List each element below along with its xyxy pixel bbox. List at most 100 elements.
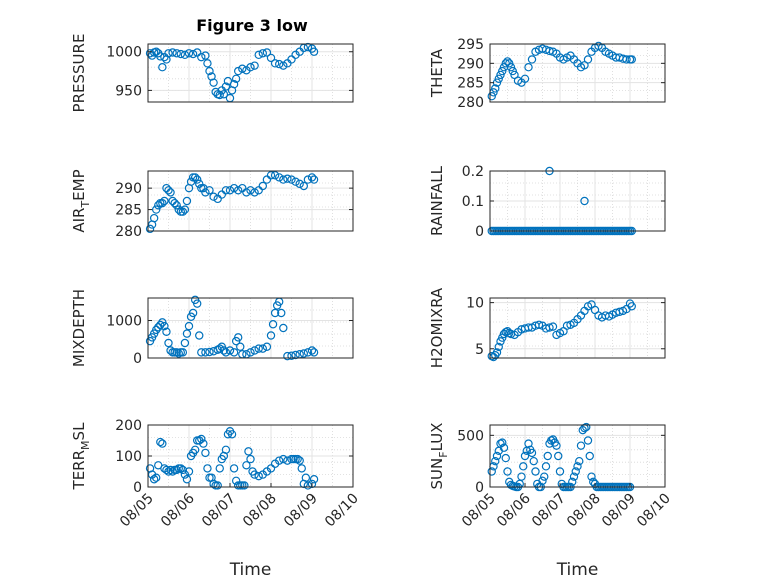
data-point xyxy=(501,59,510,68)
axes-frame xyxy=(147,43,354,103)
data-point xyxy=(270,308,280,318)
data-point xyxy=(158,62,167,72)
data-point xyxy=(531,467,540,476)
data-point xyxy=(266,53,276,63)
data-point xyxy=(244,447,253,456)
data-point xyxy=(172,49,181,58)
data-point xyxy=(227,430,237,439)
data-point xyxy=(555,467,565,476)
data-point xyxy=(254,344,263,353)
data-point xyxy=(182,196,192,206)
x-axis-label: Time xyxy=(229,560,272,580)
data-point xyxy=(221,82,231,91)
data-point xyxy=(213,481,222,490)
y-tick-label: 1000 xyxy=(106,314,142,330)
data-point xyxy=(301,473,311,482)
data-point xyxy=(299,349,308,358)
data-point xyxy=(307,346,317,355)
data-point xyxy=(160,321,169,331)
data-point xyxy=(585,451,594,461)
axes-frame xyxy=(147,297,354,359)
data-point xyxy=(242,188,251,197)
data-point xyxy=(205,347,214,357)
axes-frame xyxy=(489,297,666,359)
data-point xyxy=(149,213,159,223)
figure-title: Figure 3 low xyxy=(196,16,308,35)
data-point xyxy=(231,476,241,485)
data-point xyxy=(309,47,319,56)
data-point xyxy=(520,74,530,84)
data-point xyxy=(506,62,516,72)
data-point xyxy=(229,464,239,473)
data-point xyxy=(275,456,284,465)
data-point xyxy=(201,448,210,458)
x-axis-label: Time xyxy=(556,560,599,580)
data-point xyxy=(246,186,255,195)
data-point xyxy=(569,472,579,481)
data-point xyxy=(233,66,243,76)
y-axis-label-main: RAINFALL xyxy=(428,165,446,236)
data-point xyxy=(552,441,561,450)
y-tick-label: 295 xyxy=(457,37,484,53)
data-point xyxy=(164,49,173,58)
data-point xyxy=(219,90,229,99)
data-point xyxy=(275,173,284,182)
data-point xyxy=(145,224,155,234)
y-tick-label: 0.1 xyxy=(462,194,484,210)
data-point xyxy=(295,179,304,189)
y-tick-label: 5 xyxy=(475,342,484,358)
data-point xyxy=(517,472,526,481)
data-point xyxy=(154,323,163,332)
data-point xyxy=(205,66,214,76)
data-point xyxy=(215,90,224,100)
y-tick-label: 280 xyxy=(457,95,484,111)
data-point xyxy=(508,66,517,76)
data-point xyxy=(520,451,530,461)
data-point xyxy=(258,344,267,353)
data-point xyxy=(172,201,181,210)
data-point xyxy=(229,348,239,357)
data-point xyxy=(184,467,194,476)
y-tick-label: 1000 xyxy=(106,45,142,61)
data-point xyxy=(266,171,276,180)
subplot-1: 950 1000 PRESSURE xyxy=(70,34,354,113)
data-point xyxy=(279,61,288,70)
data-point xyxy=(164,338,173,348)
data-point xyxy=(545,46,554,56)
data-point xyxy=(246,348,255,357)
y-axis-label-main: SUN xyxy=(428,458,446,490)
data-point xyxy=(190,445,200,454)
data-point xyxy=(309,175,319,184)
data-point xyxy=(494,342,503,352)
y-tick-label: 0 xyxy=(133,480,142,496)
data-point xyxy=(548,322,558,331)
data-point xyxy=(309,475,319,484)
data-point xyxy=(215,344,224,353)
data-point xyxy=(242,461,251,470)
data-point xyxy=(233,333,243,342)
data-point xyxy=(270,59,280,68)
data-point xyxy=(178,348,188,357)
data-point xyxy=(221,186,231,195)
subplot-4: 0 0.1 0.2 RAINFALL xyxy=(428,164,666,240)
data-point xyxy=(519,462,528,471)
data-point xyxy=(145,49,155,58)
data-point xyxy=(541,462,551,471)
data-point xyxy=(503,467,512,476)
data-point xyxy=(180,205,190,214)
data-point xyxy=(164,467,173,476)
data-point xyxy=(492,451,502,461)
data-point xyxy=(184,49,194,58)
data-point xyxy=(221,348,231,357)
data-point xyxy=(303,42,313,52)
data-point xyxy=(303,348,313,357)
data-point xyxy=(295,456,304,465)
y-axis-label-main: PRESSURE xyxy=(70,34,88,113)
data-point xyxy=(168,48,177,57)
data-point xyxy=(162,327,171,336)
data-point xyxy=(254,471,263,481)
subplot-6: 5 10 H2OMIXRA xyxy=(428,287,666,368)
data-point xyxy=(172,465,181,475)
y-tick-label: 0.2 xyxy=(462,164,484,180)
